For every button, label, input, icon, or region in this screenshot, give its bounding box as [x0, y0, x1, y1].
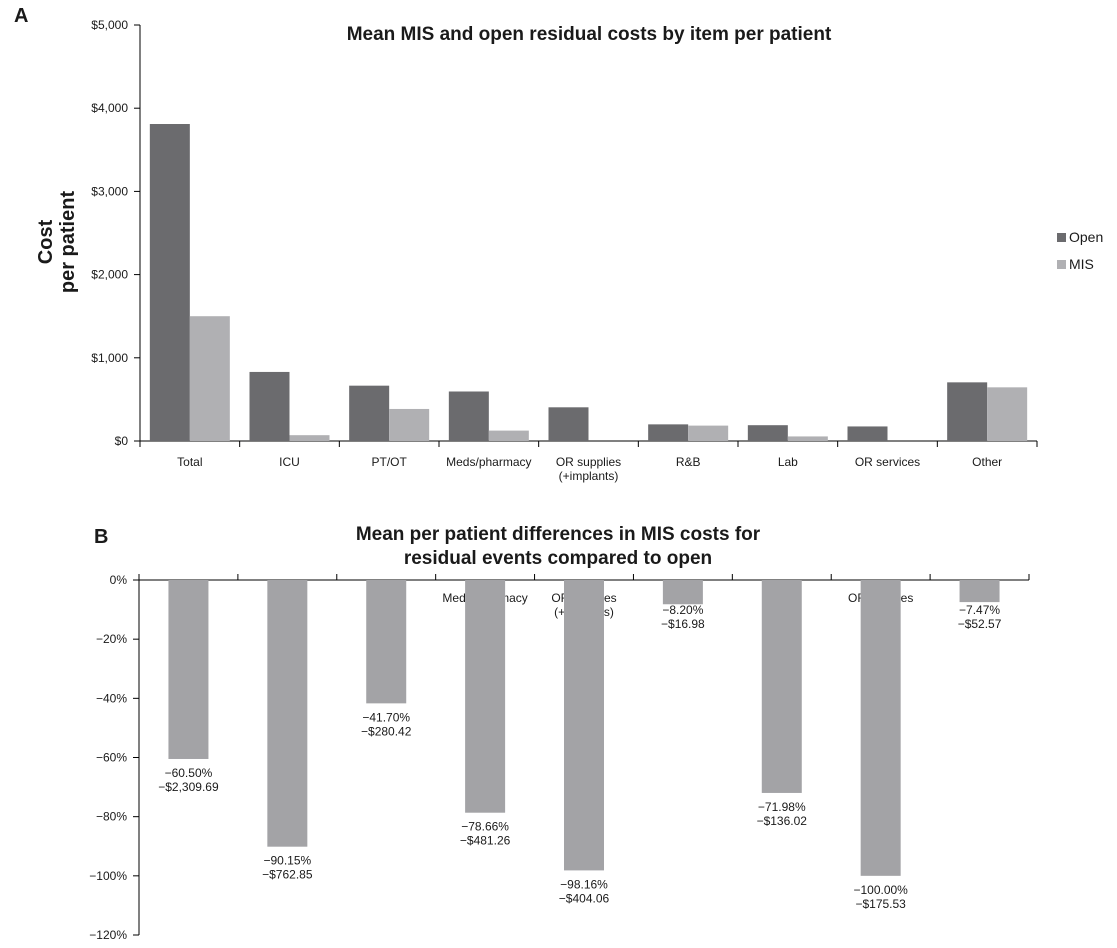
panel-b-bar — [761, 580, 802, 793]
panel-a-bar-mis — [189, 316, 230, 441]
panel-b-data-label: −60.50% — [165, 766, 213, 780]
panel-b-data-label: −$280.42 — [361, 724, 412, 738]
panel-a-ylabel-line-2: per patient — [57, 191, 79, 294]
panel-a-y-axis: $0 $1,000 $2,000 $3,000 $4,000 $5,000 — [91, 18, 141, 448]
panel-b-bar — [465, 580, 506, 813]
panel-a-y-tick-label: $5,000 — [91, 18, 128, 32]
panel-a-y-tick-label: $1,000 — [91, 351, 128, 365]
panel-b-data-label: −$16.98 — [661, 617, 705, 631]
panel-b-letter: B — [94, 526, 108, 548]
panel-b-bar — [267, 580, 308, 847]
panel-a-legend-swatch — [1057, 233, 1066, 242]
panel-b-y-tick-label: −120% — [89, 928, 127, 942]
panel-a-bar-open — [747, 425, 788, 441]
panel-a-bar-mis — [688, 425, 729, 441]
panel-a-y-tick-label: $0 — [115, 434, 129, 448]
panel-b-y-axis: 0% −20% −40% −60% −80% −100% −120% — [89, 573, 140, 942]
panel-a-category-label: PT/OT — [371, 455, 407, 469]
panel-a-bar-open — [648, 424, 689, 441]
panel-a-bar-open — [548, 407, 589, 441]
panel-b-bars: −60.50%−$2,309.69−90.15%−$762.85−41.70%−… — [158, 580, 1002, 911]
panel-a-bar-open — [448, 391, 489, 441]
panel-a-bar-mis — [488, 430, 529, 441]
panel-b-y-tick-label: −60% — [96, 751, 127, 765]
panel-b-data-label: −100.00% — [853, 883, 908, 897]
panel-a-legend: Open MIS — [1057, 229, 1103, 272]
panel-b-data-label: −90.15% — [263, 854, 311, 868]
panel-b-data-label: −$175.53 — [855, 897, 906, 911]
panel-a-x-axis: Total ICU PT/OT Meds/pharmacy OR supplies(+i… — [139, 440, 1038, 483]
panel-b-data-label: −$481.26 — [460, 834, 511, 848]
panel-a-bar-mis — [289, 435, 330, 441]
panel-b-data-label: −41.70% — [362, 710, 410, 724]
panel-a-bar-open — [947, 382, 988, 441]
panel-a-letter: A — [14, 5, 28, 27]
panel-a-bar-mis — [389, 408, 430, 441]
panel-a-category-label: Meds/pharmacy — [446, 455, 531, 469]
panel-a-category-label: Lab — [778, 455, 798, 469]
panel-b-y-tick-label: −80% — [96, 810, 127, 824]
panel-b-data-label: −8.20% — [662, 603, 703, 617]
panel-b-bar — [564, 580, 604, 871]
panel-b-data-label: −98.16% — [560, 877, 608, 891]
panel-a-legend-swatch — [1057, 260, 1066, 269]
panel-a-bar-open — [249, 371, 290, 441]
panel-a-bar-open — [349, 385, 390, 441]
panel-b-bar — [959, 580, 1000, 603]
panel-a-legend-label: MIS — [1069, 256, 1094, 272]
panel-b-title-line-2: residual events compared to open — [404, 548, 712, 569]
panel-b-bar — [662, 580, 703, 605]
panel-a-y-tick-label: $2,000 — [91, 268, 128, 282]
panel-a-category-label: R&B — [676, 455, 701, 469]
panel-a-category-label: Other — [972, 455, 1002, 469]
panel-b-data-label: −7.47% — [959, 603, 1000, 617]
panel-a-bar-open — [149, 124, 190, 442]
panel-a-bar-mis — [787, 436, 828, 441]
panel-a-legend-label: Open — [1069, 229, 1103, 245]
panel-b-difference-chart: B Mean per patient differences in MIS co… — [89, 524, 1030, 942]
panel-a-category-label: OR supplies — [556, 455, 621, 469]
panel-a-y-tick-label: $4,000 — [91, 101, 128, 115]
panel-b-y-tick-label: 0% — [110, 573, 128, 587]
panel-b-title-line-1: Mean per patient differences in MIS cost… — [356, 524, 761, 545]
panel-b-data-label: −$2,309.69 — [158, 780, 219, 794]
panel-a-ylabel-line-1: Cost — [35, 219, 57, 264]
panel-b-data-label: −$762.85 — [262, 868, 313, 882]
panel-a-category-label: ICU — [279, 455, 300, 469]
panel-b-bar — [860, 580, 901, 876]
panel-b-bar — [366, 580, 407, 704]
panel-a-title: Mean MIS and open residual costs by item… — [347, 24, 832, 45]
panel-b-y-tick-label: −100% — [89, 869, 127, 883]
panel-a-category-label: OR services — [855, 455, 920, 469]
panel-b-y-tick-label: −20% — [96, 632, 127, 646]
panel-a-category-label: (+implants) — [559, 469, 619, 483]
panel-b-data-label: −71.98% — [758, 800, 806, 814]
panel-b-bar — [168, 580, 209, 759]
panel-a-bar-open — [847, 426, 888, 441]
panel-b-data-label: −$52.57 — [958, 617, 1002, 631]
panel-a-bar-mis — [987, 387, 1028, 441]
panel-a-cost-chart: A Mean MIS and open residual costs by it… — [14, 5, 1103, 483]
panel-a-y-tick-label: $3,000 — [91, 184, 128, 198]
panel-b-y-tick-label: −40% — [96, 691, 127, 705]
panel-a-bars — [149, 124, 1028, 442]
panel-a-category-label: Total — [177, 455, 202, 469]
panel-b-data-label: −78.66% — [461, 820, 509, 834]
panel-b-data-label: −$136.02 — [757, 814, 808, 828]
panel-b-data-label: −$404.06 — [559, 891, 610, 905]
